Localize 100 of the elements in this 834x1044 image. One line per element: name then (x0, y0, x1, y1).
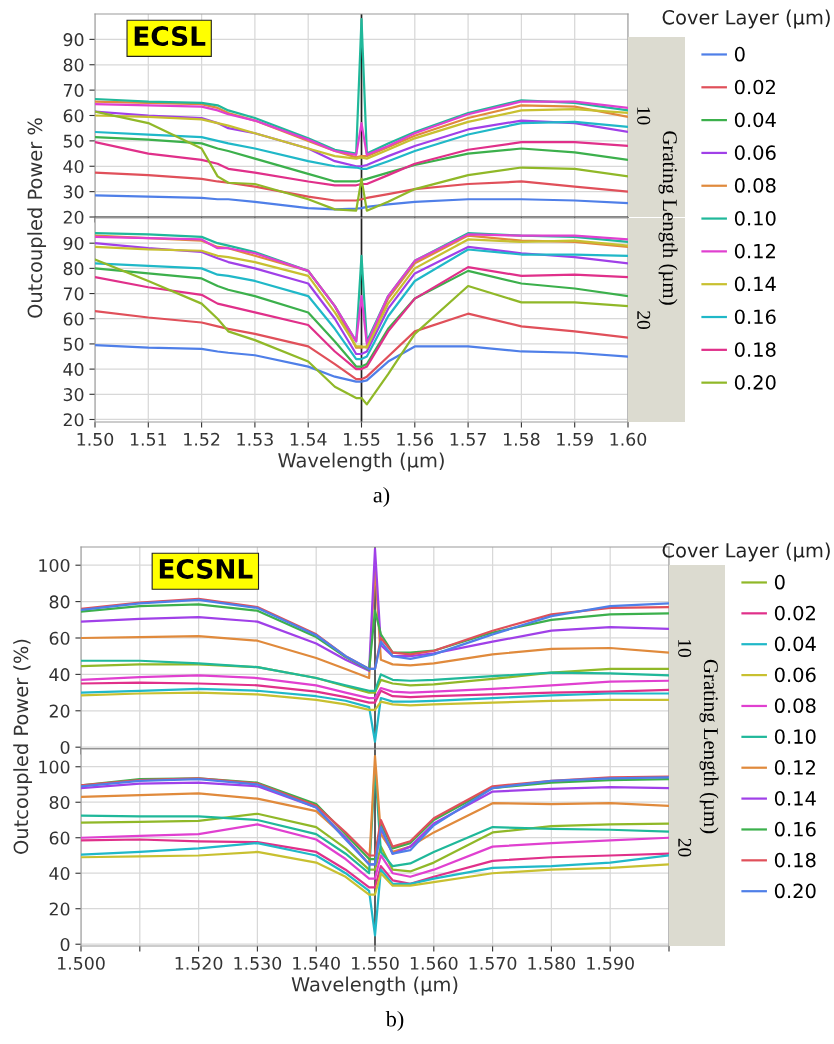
legend-label: 0.04 (734, 112, 776, 128)
x-tick-label: 1.59 (557, 432, 593, 446)
y-tick-label: 20 (63, 413, 84, 427)
x-tick-label: 1.58 (503, 432, 540, 446)
y-tick-label: 30 (63, 388, 84, 402)
y-tick-label: 70 (63, 83, 84, 97)
legend-label: 0.08 (734, 178, 776, 193)
text: 10 (678, 639, 692, 657)
x-tick-label: 1.60 (610, 432, 647, 446)
text: 20 (678, 838, 692, 857)
line-series (95, 110, 628, 212)
text: Grating Length (µm) (699, 659, 719, 834)
y-tick-label: 100 (39, 760, 70, 774)
legend-label: 0.12 (734, 243, 775, 259)
x-tick-label: 1.52 (184, 432, 220, 446)
x-tick-label: 1.540 (293, 956, 340, 970)
y-tick-label: 20 (49, 704, 70, 718)
legend-label: 0.16 (734, 309, 776, 325)
y-tick-label: 80 (63, 262, 84, 276)
y-tick-label: 80 (49, 595, 70, 609)
y-tick-label: 30 (63, 185, 84, 199)
text: a) (373, 486, 390, 508)
x-tick-label: 1.50 (77, 432, 114, 446)
line-series (95, 135, 628, 183)
line-series (81, 812, 669, 873)
y-tick-label: 80 (63, 58, 84, 72)
text: 10 (637, 107, 651, 125)
line-series (95, 194, 628, 211)
y-tick-label: 90 (63, 236, 84, 251)
line-series (81, 691, 669, 711)
legend-label: 0.10 (734, 210, 776, 226)
x-tick-label: 1.55 (344, 432, 380, 446)
y-axis-title: Outcoupled Power (%) (13, 639, 33, 854)
x-tick-label: 1.590 (587, 956, 634, 970)
line-series (81, 850, 669, 896)
line-series (81, 754, 669, 866)
line-series (95, 310, 628, 381)
legend-label: 0.06 (734, 145, 776, 161)
y-tick-label: 60 (63, 312, 84, 326)
x-tick-label: 1.520 (175, 956, 223, 970)
legend-label: 0.14 (734, 276, 776, 292)
x-tick-label: 1.560 (410, 956, 458, 970)
legend-label: 0.20 (774, 883, 816, 899)
line-series (81, 823, 669, 880)
x-tick-label: 1.51 (130, 432, 167, 446)
x-tick-label: 1.570 (469, 956, 517, 970)
legend-label: 0.10 (774, 729, 816, 744)
text: b) (385, 1010, 404, 1032)
text: Grating Length (µm) (658, 131, 678, 305)
legend-label: 0.04 (774, 636, 816, 652)
text: 20 (637, 311, 651, 329)
legend-label: 0.02 (734, 79, 775, 95)
y-tick-label: 60 (63, 109, 84, 123)
y-tick-label: 40 (63, 159, 84, 174)
line-series (81, 681, 669, 704)
legend-title: Cover Layer (µm) (662, 9, 830, 29)
legend-label: 0.02 (774, 605, 815, 621)
line-series (81, 841, 669, 937)
y-tick-label: 80 (49, 795, 70, 810)
y-tick-label: 0 (60, 937, 70, 952)
x-tick-label: 1.580 (528, 956, 576, 970)
chart-title: ECSNL (159, 558, 253, 579)
y-tick-label: 90 (63, 33, 84, 47)
legend-label: 0.18 (734, 342, 776, 357)
legend-label: 0.08 (774, 698, 816, 714)
y-tick-label: 60 (49, 831, 70, 845)
line-series (95, 17, 628, 155)
x-axis-title: Wavelength (µm) (278, 452, 444, 472)
y-tick-label: 0 (60, 740, 70, 755)
y-tick-label: 20 (49, 902, 70, 916)
line-series (95, 141, 628, 187)
legend-label: 0.18 (774, 852, 816, 868)
line-series (95, 120, 628, 170)
legend-label: 0 (774, 574, 785, 590)
x-tick-label: 1.54 (290, 432, 327, 446)
y-tick-label: 50 (63, 134, 84, 148)
x-tick-label: 1.530 (234, 956, 282, 970)
legend-label: 0 (734, 46, 745, 62)
x-axis-title: Wavelength (µm) (291, 976, 458, 996)
y-tick-label: 20 (63, 210, 84, 224)
line-series (81, 838, 669, 889)
y-tick-label: 50 (63, 337, 84, 351)
x-tick-label: 1.53 (237, 432, 273, 446)
line-series (95, 344, 628, 383)
y-tick-label: 100 (39, 558, 70, 573)
legend-label: 0.12 (774, 760, 815, 775)
line-series (81, 687, 669, 743)
x-tick-label: 1.57 (450, 432, 486, 446)
y-tick-label: 70 (63, 287, 84, 301)
legend-label: 0.14 (774, 790, 816, 806)
line-series (81, 674, 669, 700)
legend-title: Cover Layer (µm) (662, 542, 830, 562)
y-tick-label: 40 (49, 668, 70, 682)
legend-label: 0.06 (774, 667, 816, 683)
x-tick-label: 1.500 (58, 956, 105, 970)
line-series (95, 171, 628, 202)
line-series (95, 258, 628, 406)
chart-title: ECSL (134, 26, 206, 47)
y-tick-label: 60 (49, 631, 70, 645)
legend-label: 0.16 (774, 821, 816, 837)
